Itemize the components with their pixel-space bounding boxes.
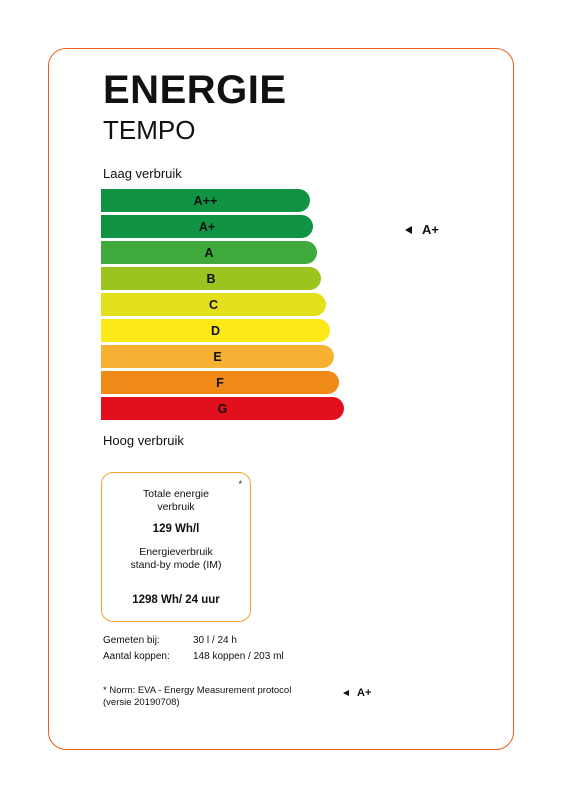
rating-indicator: A+	[405, 222, 439, 237]
energy-class-label: A	[204, 245, 214, 260]
footnote: * Norm: EVA - Energy Measurement protoco…	[103, 685, 291, 709]
measurement-label: Gemeten bij:	[103, 635, 160, 646]
energy-class-label: D	[210, 323, 221, 338]
measurement-row: Gemeten bij: 30 l / 24 h	[103, 634, 237, 647]
standby-energy-label: Energieverbruik stand-by mode (IM)	[102, 546, 250, 572]
consumption-info-box: * Totale energie verbruik 129 Wh/l Energ…	[101, 472, 251, 622]
energy-class-label: G	[217, 401, 228, 416]
energy-class-bar: F	[101, 371, 339, 394]
measurement-row: Aantal koppen: 148 koppen / 203 ml	[103, 650, 284, 663]
footnote-line: * Norm: EVA - Energy Measurement protoco…	[103, 685, 292, 696]
energy-class-label: B	[206, 271, 216, 286]
total-energy-value: 129 Wh/l	[152, 523, 200, 535]
energy-class-bar: C	[101, 293, 326, 316]
energy-class-bar: B	[101, 267, 321, 290]
asterisk-marker: *	[238, 479, 242, 489]
energy-class-bar: D	[101, 319, 330, 342]
footnote-line: (versie 20190708)	[103, 697, 180, 708]
footnote-rating-indicator: A+	[343, 687, 371, 699]
energy-class-label: F	[216, 375, 224, 390]
energy-class-label: C	[208, 297, 219, 312]
energy-class-bar: G	[101, 397, 344, 420]
low-consumption-label: Laag verbruik	[103, 166, 182, 181]
energy-class-label: A+	[198, 219, 216, 234]
page-title: ENERGIE	[103, 68, 287, 112]
measurement-value: 148 koppen / 203 ml	[193, 651, 284, 662]
total-energy-label-line: verbruik	[157, 501, 195, 513]
measurement-value: 30 l / 24 h	[193, 635, 237, 646]
total-energy-label-line: Totale energie	[143, 488, 209, 500]
energy-class-label: A++	[193, 193, 218, 208]
footnote-rating-value: A+	[357, 687, 372, 699]
energy-class-bar: A	[101, 241, 317, 264]
pointer-triangle-icon	[343, 690, 349, 696]
standby-energy-value: 1298 Wh/ 24 uur	[132, 594, 220, 606]
energy-class-bar: E	[101, 345, 334, 368]
energy-class-label: E	[213, 349, 222, 364]
rating-value: A+	[422, 222, 439, 237]
energy-class-scale: A++ A+ A B C D E F G	[101, 189, 361, 425]
standby-energy-label-line: Energieverbruik	[139, 546, 213, 558]
total-energy-label: Totale energie verbruik	[102, 488, 250, 514]
pointer-triangle-icon	[405, 225, 412, 234]
energy-class-bar: A+	[101, 215, 313, 238]
standby-energy-label-line: stand-by mode (IM)	[130, 559, 222, 571]
product-name: TEMPO	[103, 115, 196, 145]
measurement-label: Aantal koppen:	[103, 651, 170, 662]
energy-class-bar: A++	[101, 189, 310, 212]
energy-label-card	[48, 48, 514, 750]
high-consumption-label: Hoog verbruik	[103, 433, 184, 448]
